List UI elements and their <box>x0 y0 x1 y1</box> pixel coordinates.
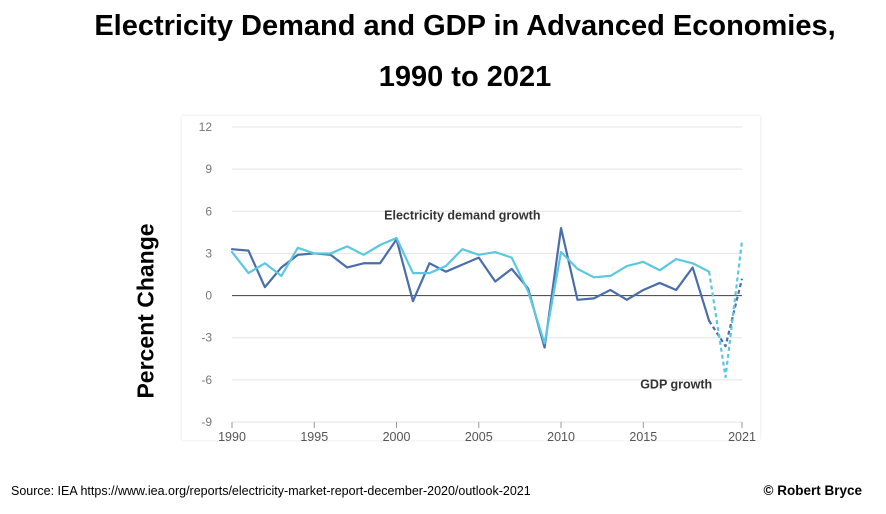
plot-panel <box>182 116 760 440</box>
y-tick-label: 3 <box>205 246 212 260</box>
series-line-projected <box>708 278 744 348</box>
x-tick-label: 2015 <box>629 430 657 444</box>
x-tick-label: 2021 <box>728 430 756 444</box>
series-annotation: Electricity demand growth <box>384 209 540 223</box>
x-tick-label: 1990 <box>218 430 246 444</box>
y-tick-label: 9 <box>205 162 212 176</box>
y-tick-label: 12 <box>199 120 213 134</box>
y-tick-label: -9 <box>201 415 212 429</box>
y-tick-label: -3 <box>201 331 212 345</box>
source-note: Source: IEA https://www.iea.org/reports/… <box>11 484 531 498</box>
x-tick-label: 2000 <box>383 430 411 444</box>
series-annotation: GDP growth <box>640 377 712 391</box>
chart-subtitle: 1990 to 2021 <box>378 61 552 93</box>
chart-title: Electricity Demand and GDP in Advanced E… <box>94 10 836 42</box>
y-tick-label: -6 <box>201 373 212 387</box>
x-tick-label: 2005 <box>465 430 493 444</box>
series-line-projected <box>708 240 744 379</box>
copyright-note: © Robert Bryce <box>763 483 862 498</box>
y-tick-label: 6 <box>205 204 212 218</box>
x-tick-label: 1995 <box>300 430 328 444</box>
y-tick-label: 0 <box>205 289 212 303</box>
x-tick-label: 2010 <box>547 430 575 444</box>
series-line <box>230 236 711 345</box>
series-line <box>230 227 711 349</box>
